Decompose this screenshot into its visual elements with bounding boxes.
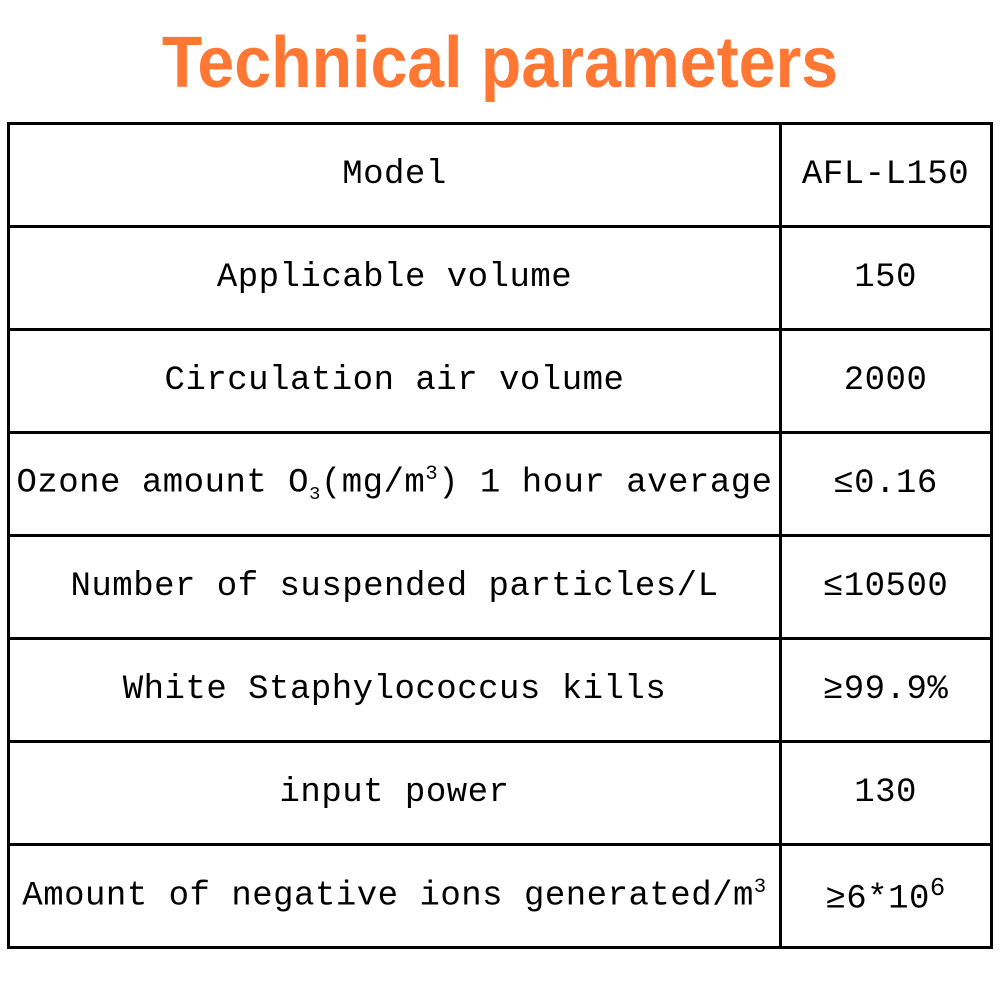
spec-label: Number of suspended particles/L	[9, 536, 780, 639]
spec-table-body: ModelAFL-L150Applicable volume150Circula…	[9, 124, 991, 948]
spec-table: ModelAFL-L150Applicable volume150Circula…	[7, 122, 992, 949]
table-row: Ozone amount O3(mg/m3) 1 hour average≤0.…	[9, 433, 991, 536]
spec-value: ≥99.9%	[780, 639, 991, 742]
table-row: ModelAFL-L150	[9, 124, 991, 227]
spec-value: 130	[780, 742, 991, 845]
spec-label: Applicable volume	[9, 227, 780, 330]
table-row: Applicable volume150	[9, 227, 991, 330]
spec-label: Model	[9, 124, 780, 227]
spec-value: 2000	[780, 330, 991, 433]
spec-label: input power	[9, 742, 780, 845]
table-row: White Staphylococcus kills≥99.9%	[9, 639, 991, 742]
spec-value: AFL-L150	[780, 124, 991, 227]
spec-value: ≥6*106	[780, 845, 991, 948]
spec-label: White Staphylococcus kills	[9, 639, 780, 742]
spec-label: Amount of negative ions generated/m3	[9, 845, 780, 948]
spec-value: ≤0.16	[780, 433, 991, 536]
spec-value: 150	[780, 227, 991, 330]
page-title: Technical parameters	[40, 0, 960, 114]
table-row: input power130	[9, 742, 991, 845]
table-row: Amount of negative ions generated/m3≥6*1…	[9, 845, 991, 948]
spec-value: ≤10500	[780, 536, 991, 639]
table-row: Number of suspended particles/L≤10500	[9, 536, 991, 639]
spec-label: Circulation air volume	[9, 330, 780, 433]
page: Technical parameters ModelAFL-L150Applic…	[0, 0, 1000, 1000]
table-row: Circulation air volume2000	[9, 330, 991, 433]
spec-label: Ozone amount O3(mg/m3) 1 hour average	[9, 433, 780, 536]
